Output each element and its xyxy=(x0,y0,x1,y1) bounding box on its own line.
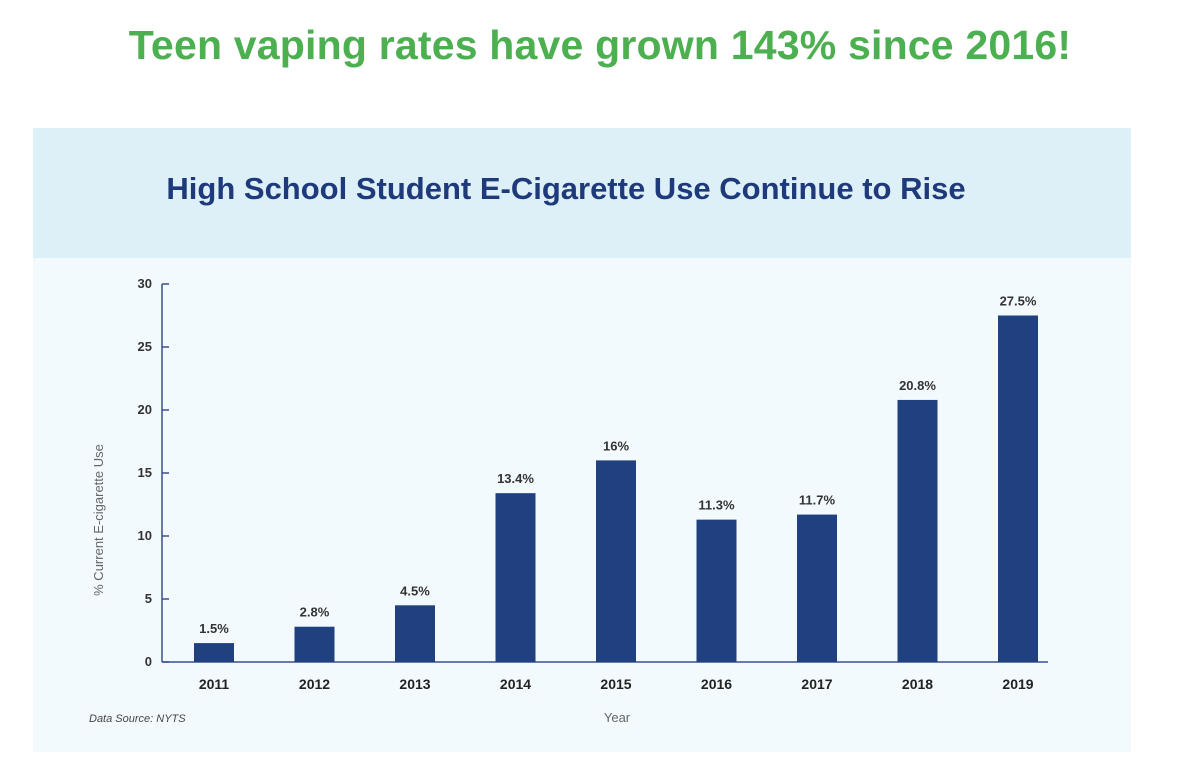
x-tick-label-2011: 2011 xyxy=(199,676,230,692)
bar-2012 xyxy=(294,626,335,662)
y-tick-label: 5 xyxy=(145,591,152,606)
chart-title: High School Student E-Cigarette Use Cont… xyxy=(166,171,966,206)
bar-2011 xyxy=(194,643,234,662)
chart-bars xyxy=(194,315,1038,662)
data-label-2011: 1.5% xyxy=(199,621,229,636)
y-tick-label: 20 xyxy=(138,402,152,417)
data-label-2019: 27.5% xyxy=(1000,294,1037,309)
x-tick-label-2019: 2019 xyxy=(1002,676,1033,692)
source-note: Data Source: NYTS xyxy=(89,713,186,725)
chart-header: High School Student E-Cigarette Use Cont… xyxy=(33,128,1131,258)
bar-2018 xyxy=(897,399,938,662)
data-label-2016: 11.3% xyxy=(698,498,735,513)
data-label-2015: 16% xyxy=(603,438,629,453)
x-axis-title: Year xyxy=(604,710,631,725)
bar-2017 xyxy=(797,514,837,662)
y-tick-label: 30 xyxy=(138,276,152,291)
y-tick-label: 0 xyxy=(145,654,152,669)
x-tick-label-2018: 2018 xyxy=(902,676,933,692)
data-label-2017: 11.7% xyxy=(799,493,836,508)
x-tick-label-2013: 2013 xyxy=(399,676,430,692)
x-tick-label-2014: 2014 xyxy=(500,676,531,692)
y-tick-label: 15 xyxy=(138,465,152,480)
x-tick-label-2015: 2015 xyxy=(600,676,631,692)
y-tick-label: 10 xyxy=(138,528,152,543)
headline: Teen vaping rates have grown 143% since … xyxy=(128,22,1072,68)
chart-labels: 1.5% 2011 2.8% 2012 4.5% 2013 13.4% 2014 16% 2015… xyxy=(199,294,1037,693)
bar-2013 xyxy=(395,605,435,662)
y-axis-title: % Current E-cigarette Use xyxy=(91,444,106,596)
x-tick-label-2012: 2012 xyxy=(299,676,330,692)
x-tick-label-2017: 2017 xyxy=(801,676,832,692)
bar-2015 xyxy=(596,460,636,662)
bar-2019 xyxy=(998,315,1038,662)
y-tick-label: 25 xyxy=(138,339,152,354)
data-label-2012: 2.8% xyxy=(300,605,330,620)
bar-2016 xyxy=(696,519,737,662)
data-label-2013: 4.5% xyxy=(400,583,430,598)
data-label-2014: 13.4% xyxy=(497,471,534,486)
data-label-2018: 20.8% xyxy=(899,378,936,393)
bar-2014 xyxy=(495,493,536,662)
x-tick-label-2016: 2016 xyxy=(701,676,732,692)
